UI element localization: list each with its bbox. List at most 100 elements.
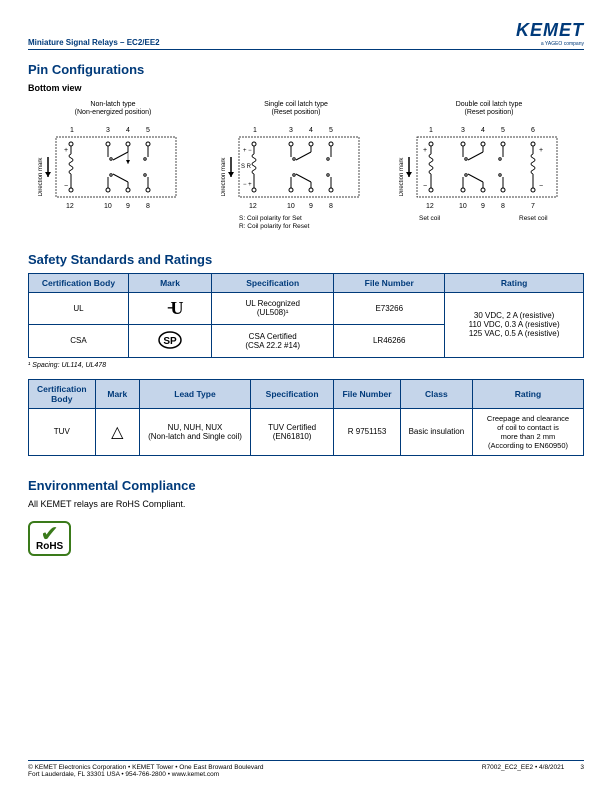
diagram-title-l2: (Reset position) [464,109,513,116]
svg-text:5: 5 [501,127,505,134]
svg-text:7: 7 [531,203,535,210]
svg-text:Direction mark: Direction mark [221,156,227,196]
svg-text:1: 1 [429,127,433,134]
safety-heading: Safety Standards and Ratings [28,252,584,267]
th: Rating [445,273,584,292]
env-heading: Environmental Compliance [28,478,584,493]
svg-text:10: 10 [459,203,467,210]
cell-lead: NU, NUH, NUX(Non-latch and Single coil) [139,408,250,455]
cell-mark: SP [128,324,211,357]
svg-text:Direction mark: Direction mark [38,156,44,196]
svg-text:12: 12 [249,203,257,210]
safety-table-1: Certification Body Mark Specification Fi… [28,273,584,358]
svg-text:9: 9 [309,203,313,210]
svg-text:3: 3 [289,127,293,134]
svg-text:−: − [423,183,427,190]
cell-body: TUV [29,408,96,455]
logo-main: KEMET [516,20,584,41]
th: Mark [128,273,211,292]
svg-text:−: − [539,183,543,190]
svg-text:− +: − + [243,182,252,188]
check-icon: ✔ [36,527,63,541]
svg-text:5: 5 [146,127,150,134]
env-text: All KEMET relays are RoHS Compliant. [28,499,584,509]
cell-class: Basic insulation [400,408,472,455]
diagram-nonlatch: Non-latch type (Non-energized position) … [28,101,198,234]
rohs-badge: ✔ RoHS [28,521,71,556]
diagram-doublecoil: Double coil latch type (Reset position) … [394,101,584,234]
diagram-title-l1: Single coil latch type [264,101,328,108]
footer-right: R7002_EC2_EE2 • 4/8/2021 3 [482,764,584,778]
svg-text:S: Coil polarity for Set: S: Coil polarity for Set [239,215,302,222]
cell-rating: Creepage and clearance of coil to contac… [472,408,583,455]
svg-text:4: 4 [309,127,313,134]
svg-text:Set coil: Set coil [419,215,441,222]
rohs-label: RoHS [36,541,63,552]
th: File Number [334,273,445,292]
diagram-title-l2: (Non-energized position) [75,109,152,116]
cell-file: R 9751153 [334,408,401,455]
cell-file: LR46266 [334,324,445,357]
cell-spec: UL Recognized(UL508)¹ [212,292,334,324]
svg-text:+: + [423,147,427,154]
diagram-title-l2: (Reset position) [271,109,320,116]
svg-text:+: + [64,147,68,154]
th: Lead Type [139,379,250,408]
svg-text:Direction mark: Direction mark [399,156,405,196]
th: Certification Body [29,379,96,408]
cell-mark: Ⓡ̵U [128,292,211,324]
cell-rating: 30 VDC, 2 A (resistive) 110 VDC, 0.3 A (… [445,292,584,357]
svg-text:3: 3 [106,127,110,134]
diagram-svg: Direction mark 1 3 4 5 6 + − [399,122,579,222]
diagram-title-l1: Double coil latch type [456,101,523,108]
svg-text:1: 1 [253,127,257,134]
diagram-title-l1: Non-latch type [90,101,135,108]
cell-spec: CSA Certified(CSA 22.2 #14) [212,324,334,357]
svg-text:10: 10 [104,203,112,210]
diagram-svg: Direction mark 1 3 4 5 + − S R − + [221,122,371,232]
svg-text:R: Coil polarity for Reset: R: Coil polarity for Reset [239,223,310,230]
footer-left: © KEMET Electronics Corporation • KEMET … [28,764,264,778]
svg-text:3: 3 [461,127,465,134]
page-footer: © KEMET Electronics Corporation • KEMET … [28,760,584,778]
bottom-view-label: Bottom view [28,83,584,93]
th: Rating [472,379,583,408]
svg-text:Reset coil: Reset coil [519,215,548,222]
svg-text:5: 5 [329,127,333,134]
pin-config-heading: Pin Configurations [28,62,584,77]
cell-file: E73266 [334,292,445,324]
cell-body: CSA [29,324,129,357]
safety-table-2: Certification Body Mark Lead Type Specif… [28,379,584,456]
svg-text:4: 4 [126,127,130,134]
svg-text:1: 1 [70,127,74,134]
th: Specification [212,273,334,292]
svg-text:10: 10 [287,203,295,210]
th: Mark [95,379,139,408]
svg-text:+: + [539,147,543,154]
svg-text:12: 12 [426,203,434,210]
diagram-svg: Direction mark 1 3 4 5 + [38,122,188,217]
page-header: Miniature Signal Relays – EC2/EE2 KEMET … [28,20,584,50]
svg-text:−: − [64,183,68,190]
doc-title: Miniature Signal Relays – EC2/EE2 [28,38,160,47]
svg-text:9: 9 [481,203,485,210]
svg-text:12: 12 [66,203,74,210]
th: File Number [334,379,401,408]
th: Specification [250,379,333,408]
th: Class [400,379,472,408]
svg-text:8: 8 [329,203,333,210]
svg-text:6: 6 [531,127,535,134]
cell-spec: TUV Certified(EN61810) [250,408,333,455]
logo: KEMET a YAGEO company [516,20,584,47]
svg-text:S R: S R [241,164,252,170]
cell-body: UL [29,292,129,324]
logo-sub: a YAGEO company [516,41,584,47]
pin-diagrams: Non-latch type (Non-energized position) … [28,101,584,234]
svg-text:+ −: + − [243,148,252,154]
diagram-singlecoil: Single coil latch type (Reset position) … [211,101,381,234]
svg-text:8: 8 [146,203,150,210]
safety-footnote: ¹ Spacing: UL114, UL478 [28,362,584,369]
svg-text:SP: SP [163,336,177,347]
th: Certification Body [29,273,129,292]
svg-text:4: 4 [481,127,485,134]
